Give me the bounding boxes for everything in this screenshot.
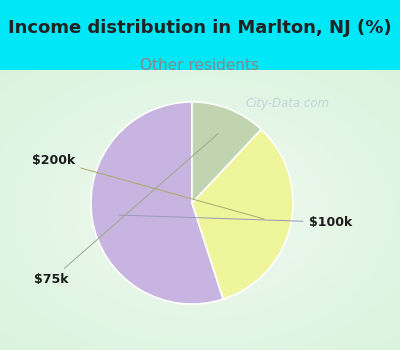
Text: $100k: $100k (119, 215, 352, 229)
Wedge shape (192, 102, 261, 203)
Text: $200k: $200k (32, 154, 264, 219)
Text: Income distribution in Marlton, NJ (%): Income distribution in Marlton, NJ (%) (8, 19, 392, 37)
Wedge shape (192, 129, 293, 299)
Text: $75k: $75k (34, 134, 218, 286)
Wedge shape (91, 102, 223, 304)
Text: City-Data.com: City-Data.com (246, 97, 330, 110)
Text: Other residents: Other residents (140, 58, 260, 73)
